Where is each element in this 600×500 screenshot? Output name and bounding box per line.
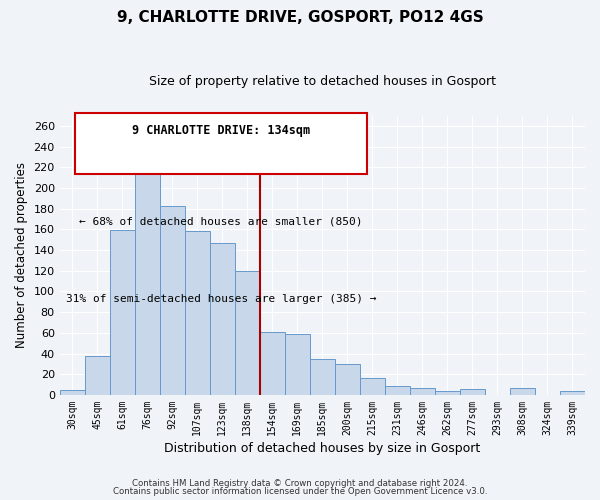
Bar — [460, 388, 485, 395]
Bar — [260, 332, 285, 395]
Bar — [59, 390, 85, 395]
Title: Size of property relative to detached houses in Gosport: Size of property relative to detached ho… — [149, 75, 496, 88]
Bar — [185, 232, 210, 395]
Bar — [360, 378, 385, 395]
Text: 9 CHARLOTTE DRIVE: 134sqm: 9 CHARLOTTE DRIVE: 134sqm — [132, 124, 310, 137]
Bar — [210, 243, 235, 395]
Bar — [85, 356, 110, 395]
Bar — [285, 334, 310, 395]
Bar — [110, 230, 135, 395]
X-axis label: Distribution of detached houses by size in Gosport: Distribution of detached houses by size … — [164, 442, 481, 455]
Y-axis label: Number of detached properties: Number of detached properties — [15, 162, 28, 348]
Bar — [560, 391, 585, 395]
Bar — [435, 391, 460, 395]
Text: Contains HM Land Registry data © Crown copyright and database right 2024.: Contains HM Land Registry data © Crown c… — [132, 478, 468, 488]
Bar — [410, 388, 435, 395]
Bar — [235, 271, 260, 395]
Bar — [310, 358, 335, 395]
Bar — [510, 388, 535, 395]
Bar — [135, 168, 160, 395]
Text: 31% of semi-detached houses are larger (385) →: 31% of semi-detached houses are larger (… — [66, 294, 376, 304]
Bar — [160, 206, 185, 395]
FancyBboxPatch shape — [76, 113, 367, 174]
Text: 9, CHARLOTTE DRIVE, GOSPORT, PO12 4GS: 9, CHARLOTTE DRIVE, GOSPORT, PO12 4GS — [116, 10, 484, 25]
Text: Contains public sector information licensed under the Open Government Licence v3: Contains public sector information licen… — [113, 487, 487, 496]
Text: ← 68% of detached houses are smaller (850): ← 68% of detached houses are smaller (85… — [79, 216, 363, 226]
Bar — [385, 386, 410, 395]
Bar — [335, 364, 360, 395]
